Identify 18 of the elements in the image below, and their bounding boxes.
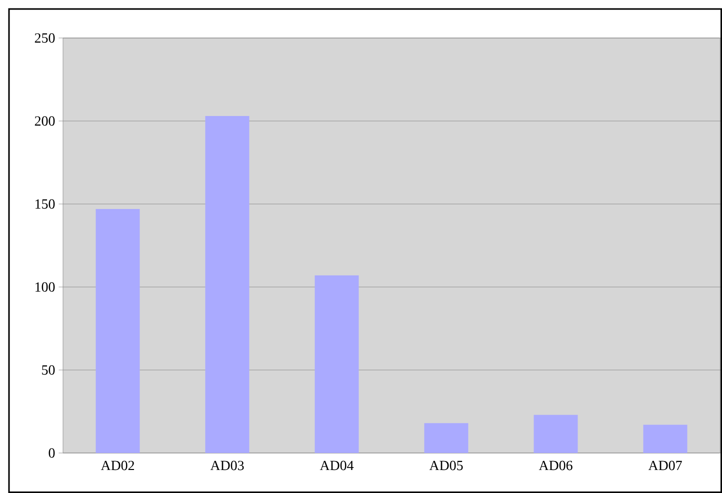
y-tick-label: 50 bbox=[42, 365, 55, 375]
bar bbox=[534, 414, 578, 453]
x-tick-label: AD02 bbox=[100, 460, 134, 470]
bar bbox=[205, 116, 250, 453]
x-tick-label: AD03 bbox=[210, 460, 244, 470]
x-tick-label: AD06 bbox=[538, 460, 572, 470]
x-tick-label: AD05 bbox=[429, 460, 463, 470]
y-tick-label: 0 bbox=[48, 448, 55, 458]
y-tick-label: 200 bbox=[34, 116, 55, 126]
x-tick-label: AD04 bbox=[320, 460, 354, 470]
y-tick-label: 150 bbox=[36, 199, 55, 209]
y-tick-label: 250 bbox=[34, 33, 55, 43]
x-tick-label: AD07 bbox=[648, 460, 682, 470]
y-tick-label: 100 bbox=[36, 282, 55, 292]
bar bbox=[643, 424, 688, 453]
bar bbox=[96, 208, 140, 453]
bar bbox=[424, 423, 468, 453]
bar bbox=[314, 275, 359, 453]
